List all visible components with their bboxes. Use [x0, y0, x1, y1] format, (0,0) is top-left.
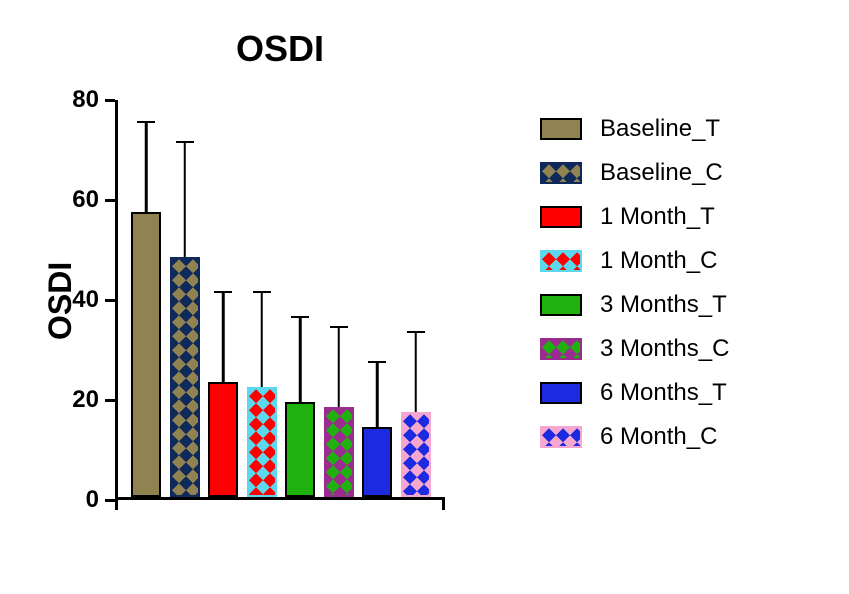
bar-slot: [401, 412, 431, 497]
bar-slot: [362, 427, 392, 497]
legend-label: 3 Months_T: [600, 291, 727, 319]
bar-slot: [285, 402, 315, 497]
legend-label: 1 Month_C: [600, 247, 717, 275]
bar-slot: [247, 387, 277, 497]
legend-swatch: [540, 206, 582, 228]
legend-label: 3 Months_C: [600, 335, 729, 363]
legend-label: Baseline_T: [600, 115, 720, 143]
y-tick: [105, 499, 115, 502]
bar: [208, 382, 238, 497]
legend-swatch: [540, 426, 582, 448]
x-axis-spine: [115, 497, 445, 500]
error-cap: [253, 291, 271, 294]
legend-row: Baseline_T: [540, 115, 729, 143]
bar: [324, 407, 354, 497]
bar-slot: [131, 212, 161, 497]
error-cap: [330, 326, 348, 329]
legend-label: Baseline_C: [600, 159, 723, 187]
bar: [247, 387, 277, 497]
y-tick-label: 40: [72, 286, 99, 314]
y-tick: [105, 99, 115, 102]
legend-row: Baseline_C: [540, 159, 729, 187]
error-cap: [137, 121, 155, 124]
legend-label: 6 Month_C: [600, 423, 717, 451]
x-tick: [442, 500, 445, 510]
error-cap: [368, 361, 386, 364]
legend-label: 1 Month_T: [600, 203, 715, 231]
x-tick: [115, 500, 118, 510]
error-cap: [176, 141, 194, 144]
plot-area: 020406080: [115, 100, 445, 500]
bar: [285, 402, 315, 497]
legend-swatch: [540, 162, 582, 184]
bar: [401, 412, 431, 497]
legend-swatch: [540, 118, 582, 140]
error-bar: [145, 122, 148, 212]
legend-swatch: [540, 382, 582, 404]
legend-row: 3 Months_C: [540, 335, 729, 363]
legend-row: 3 Months_T: [540, 291, 729, 319]
bar-slot: [208, 382, 238, 497]
bar-slot: [324, 407, 354, 497]
error-cap: [214, 291, 232, 294]
y-tick: [105, 299, 115, 302]
error-bar: [222, 292, 225, 382]
error-bar: [261, 292, 264, 387]
error-bar: [415, 332, 418, 412]
legend-row: 6 Months_T: [540, 379, 729, 407]
bar: [131, 212, 161, 497]
error-bar: [338, 327, 341, 407]
y-axis-spine: [115, 100, 118, 500]
y-tick-label: 20: [72, 386, 99, 414]
legend-row: 1 Month_T: [540, 203, 729, 231]
bar: [170, 257, 200, 497]
error-cap: [291, 316, 309, 319]
error-bar: [376, 362, 379, 427]
bars-group: [127, 100, 435, 497]
y-tick: [105, 199, 115, 202]
legend-swatch: [540, 250, 582, 272]
legend-swatch: [540, 338, 582, 360]
error-bar: [184, 142, 187, 257]
error-cap: [407, 331, 425, 334]
chart-container: OSDI OSDI 020406080 Baseline_TBaseline_C…: [0, 0, 849, 594]
legend-swatch: [540, 294, 582, 316]
legend-label: 6 Months_T: [600, 379, 727, 407]
bar: [362, 427, 392, 497]
legend-row: 1 Month_C: [540, 247, 729, 275]
chart-title: OSDI: [115, 28, 445, 70]
legend-row: 6 Month_C: [540, 423, 729, 451]
bar-slot: [170, 257, 200, 497]
y-tick-label: 80: [72, 86, 99, 114]
error-bar: [299, 317, 302, 402]
y-tick: [105, 399, 115, 402]
y-tick-label: 60: [72, 186, 99, 214]
legend: Baseline_T Baseline_C 1 Month_T 1 Month_C 3 …: [540, 115, 729, 467]
y-tick-label: 0: [86, 486, 99, 514]
